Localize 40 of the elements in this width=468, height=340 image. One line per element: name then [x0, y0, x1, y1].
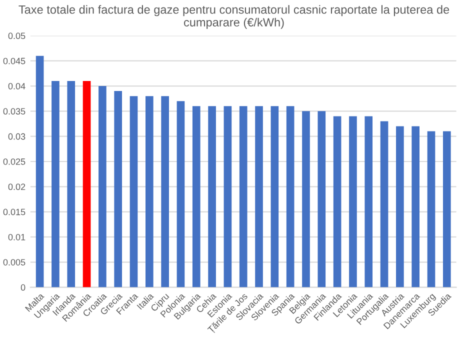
y-tick-label: 0.01 — [8, 234, 26, 240]
x-tick-label: Italia — [136, 292, 154, 310]
bar — [255, 106, 263, 288]
bar — [114, 91, 122, 288]
bar — [82, 80, 91, 288]
bar — [239, 106, 248, 288]
y-tick-label: 0.005 — [3, 259, 26, 266]
bar — [146, 96, 154, 288]
bar — [192, 106, 200, 288]
bar — [67, 80, 76, 288]
bar — [302, 111, 310, 288]
bar — [98, 86, 106, 288]
chart-title: Taxe totale din factura de gaze pentru consumatorul casnic raportate la puterea de cumparare (€/kWh) — [18, 5, 450, 29]
y-tick-label: 0.02 — [8, 184, 26, 190]
bar — [318, 111, 326, 288]
bar — [224, 106, 232, 288]
bar — [442, 131, 451, 288]
y-tick-label: 0 — [20, 284, 26, 291]
bar — [52, 80, 60, 288]
bar — [286, 106, 294, 288]
bar — [130, 96, 138, 288]
bar — [161, 96, 169, 288]
bar — [270, 106, 279, 288]
y-tick-label: 0.03 — [8, 133, 26, 140]
bar — [36, 56, 44, 288]
bar — [208, 106, 216, 288]
y-tick-label: 0.035 — [3, 108, 26, 115]
y-tick-label: 0.015 — [3, 208, 26, 216]
bar — [380, 121, 388, 288]
bar — [412, 126, 420, 288]
bar — [427, 131, 436, 288]
y-tick-label: 0.025 — [3, 158, 26, 165]
y-tick-label: 0.045 — [3, 58, 26, 64]
bar — [333, 116, 342, 288]
y-tick-label: 0.05 — [8, 32, 26, 40]
bar — [364, 116, 373, 288]
bar — [176, 101, 185, 288]
y-tick-label: 0.04 — [8, 82, 26, 90]
bar — [396, 126, 404, 288]
bar — [349, 116, 357, 288]
